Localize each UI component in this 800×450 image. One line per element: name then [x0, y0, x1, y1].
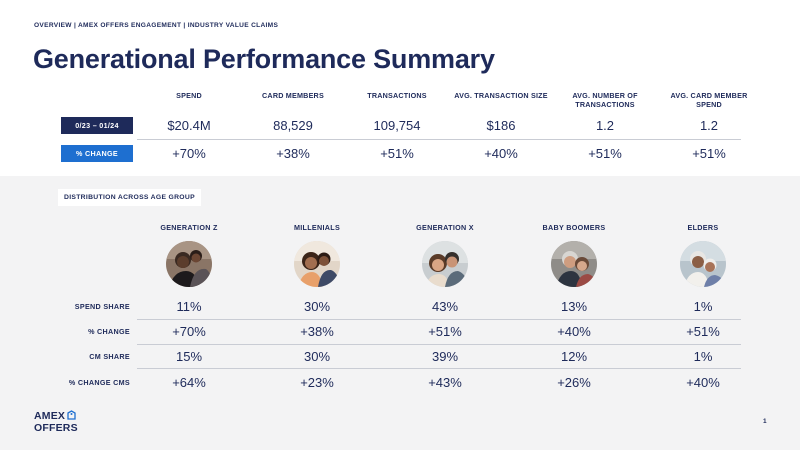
- generation-x-heading: GENERATION X: [416, 223, 474, 232]
- summary-row-period: $20.4M 88,529 109,754 $186 1.2 1.2: [0, 118, 800, 142]
- change-cms-elders: +40%: [686, 375, 720, 390]
- change-avg-transaction-size: +40%: [484, 146, 518, 161]
- spend-share-label: SPEND SHARE: [74, 302, 130, 311]
- distribution-tag: DISTRIBUTION ACROSS AGE GROUP: [58, 189, 201, 206]
- header-avg-transaction-size: AVG. TRANSACTION SIZE: [454, 91, 548, 100]
- baby-boomers-photo: [551, 241, 597, 287]
- page-title: Generational Performance Summary: [33, 44, 495, 74]
- header-avg-number-transactions: AVG. NUMBER OF TRANSACTIONS: [572, 91, 638, 109]
- change-transactions: +51%: [380, 146, 414, 161]
- millenials-heading: MILLENIALS: [293, 223, 341, 232]
- row-divider: [137, 344, 741, 345]
- change-spend: +70%: [172, 146, 206, 161]
- header-card-members: CARD MEMBERS: [262, 91, 324, 100]
- change-avg-card-member-spend: +51%: [692, 146, 726, 161]
- baby-boomers-heading: BABY BOOMERS: [542, 223, 606, 232]
- spend-share-baby-boomers: 13%: [560, 299, 588, 314]
- change-millenials: +38%: [300, 324, 334, 339]
- cm-share-baby-boomers: 12%: [560, 349, 588, 364]
- value-avg-transaction-size: $186: [486, 118, 516, 133]
- row-divider: [137, 319, 741, 320]
- value-avg-number-transactions: 1.2: [595, 118, 615, 133]
- cm-share-gen-z: 15%: [175, 349, 203, 364]
- cm-share-gen-x: 39%: [431, 349, 459, 364]
- generation-z-heading: GENERATION Z: [160, 223, 218, 232]
- cm-share-millenials: 30%: [303, 349, 331, 364]
- change-baby-boomers: +40%: [557, 324, 591, 339]
- change-card-members: +38%: [276, 146, 310, 161]
- change-cms-millenials: +23%: [300, 375, 334, 390]
- period-label: 0/23 – 01/24: [61, 117, 133, 134]
- change-cms-gen-z: +64%: [172, 375, 206, 390]
- page-number: 1: [763, 418, 767, 425]
- change-gen-x: +51%: [428, 324, 462, 339]
- generation-z-photo: [166, 241, 212, 287]
- distribution-panel: [0, 176, 800, 450]
- amex-offers-logo: AMEX OFFERS: [34, 410, 78, 433]
- logo-line-2: OFFERS: [34, 421, 78, 434]
- spend-share-gen-x: 43%: [431, 299, 459, 314]
- value-transactions: 109,754: [373, 118, 421, 133]
- value-card-members: 88,529: [273, 118, 313, 133]
- cm-share-label: CM SHARE: [89, 352, 130, 361]
- header-avg-card-member-spend: AVG. CARD MEMBER SPEND: [670, 91, 748, 109]
- value-spend: $20.4M: [167, 118, 211, 133]
- elders-heading: ELDERS: [687, 223, 719, 232]
- millenials-photo: [294, 241, 340, 287]
- percent-change-label: % CHANGE: [61, 145, 133, 162]
- change-cms-baby-boomers: +26%: [557, 375, 591, 390]
- offer-tag-icon: [67, 410, 76, 423]
- logo-line-1: AMEX: [34, 410, 66, 422]
- summary-divider: [137, 139, 741, 140]
- breadcrumb: OVERVIEW | AMEX OFFERS ENGAGEMENT | INDU…: [34, 22, 279, 29]
- summary-row-change: +70% +38% +51% +40% +51% +51%: [0, 146, 800, 170]
- percent-change-row-label: % CHANGE: [88, 327, 130, 336]
- row-divider: [137, 368, 741, 369]
- spend-share-gen-z: 11%: [176, 299, 202, 314]
- spend-share-millenials: 30%: [303, 299, 331, 314]
- header-spend: SPEND: [176, 91, 202, 100]
- header-transactions: TRANSACTIONS: [367, 91, 427, 100]
- percent-change-cms-label: % CHANGE CMS: [68, 378, 130, 387]
- change-cms-gen-x: +43%: [428, 375, 462, 390]
- value-avg-card-member-spend: 1.2: [699, 118, 719, 133]
- change-avg-number-transactions: +51%: [588, 146, 622, 161]
- elders-photo: [680, 241, 726, 287]
- summary-headers: SPEND CARD MEMBERS TRANSACTIONS AVG. TRA…: [0, 91, 800, 114]
- cm-share-elders: 1%: [693, 349, 713, 364]
- change-gen-z: +70%: [172, 324, 206, 339]
- generation-x-photo: [422, 241, 468, 287]
- spend-share-elders: 1%: [693, 299, 713, 314]
- change-elders: +51%: [686, 324, 720, 339]
